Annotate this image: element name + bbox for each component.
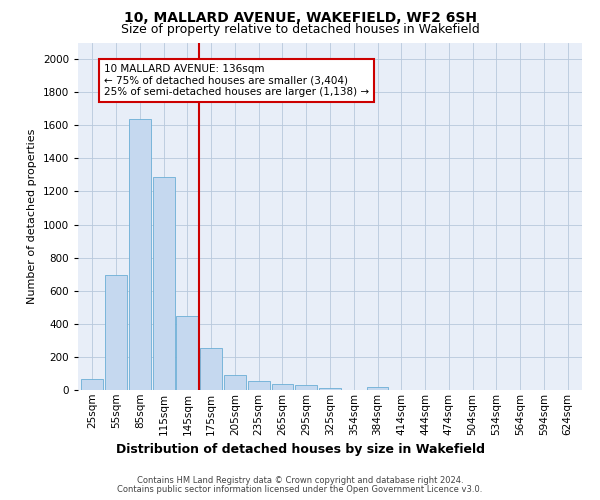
Bar xyxy=(367,387,388,390)
Text: 10 MALLARD AVENUE: 136sqm
← 75% of detached houses are smaller (3,404)
25% of se: 10 MALLARD AVENUE: 136sqm ← 75% of detac… xyxy=(104,64,369,97)
Bar xyxy=(129,120,151,390)
Text: Contains HM Land Registry data © Crown copyright and database right 2024.: Contains HM Land Registry data © Crown c… xyxy=(137,476,463,485)
Y-axis label: Number of detached properties: Number of detached properties xyxy=(27,128,37,304)
Bar xyxy=(176,316,198,390)
Text: Size of property relative to detached houses in Wakefield: Size of property relative to detached ho… xyxy=(121,22,479,36)
Bar xyxy=(152,178,175,390)
Bar xyxy=(272,384,293,390)
Text: Distribution of detached houses by size in Wakefield: Distribution of detached houses by size … xyxy=(115,442,485,456)
Bar xyxy=(105,275,127,390)
Bar xyxy=(82,378,103,390)
Bar xyxy=(200,348,222,390)
Bar xyxy=(295,386,317,390)
Bar xyxy=(319,388,341,390)
Text: Contains public sector information licensed under the Open Government Licence v3: Contains public sector information licen… xyxy=(118,485,482,494)
Bar xyxy=(224,376,246,390)
Text: 10, MALLARD AVENUE, WAKEFIELD, WF2 6SH: 10, MALLARD AVENUE, WAKEFIELD, WF2 6SH xyxy=(124,11,476,25)
Bar xyxy=(248,382,269,390)
